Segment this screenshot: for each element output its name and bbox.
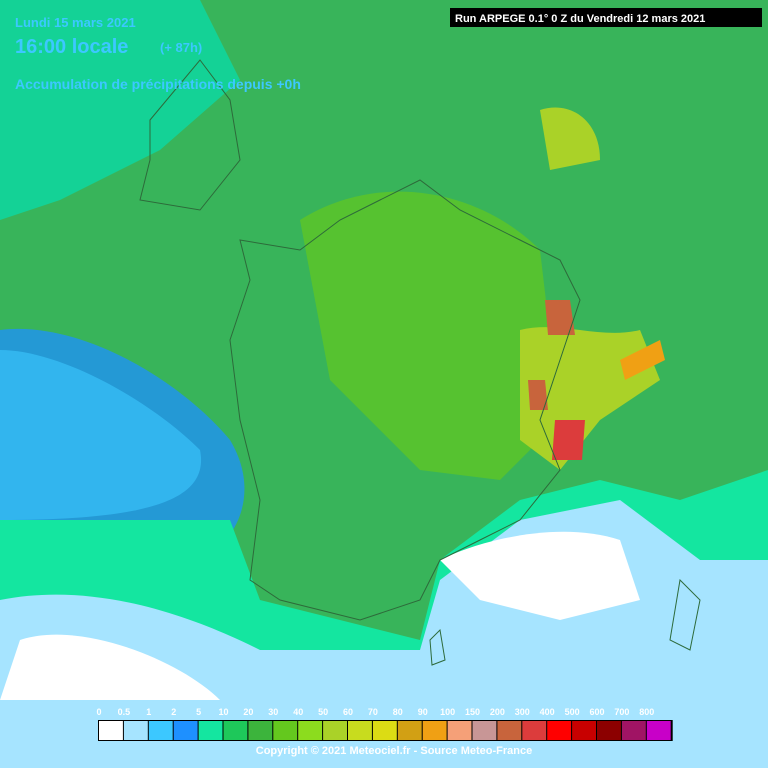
legend-swatch — [572, 721, 596, 740]
copyright: Copyright © 2021 Meteociel.fr - Source M… — [256, 745, 532, 757]
legend-label: 100 — [440, 707, 455, 717]
legend-label: 150 — [465, 707, 480, 717]
legend-swatch — [123, 721, 148, 740]
legend-swatch — [372, 721, 397, 740]
borders — [139, 59, 701, 666]
legend-label: 80 — [393, 707, 403, 717]
legend-label: 10 — [218, 707, 228, 717]
legend-label: 20 — [243, 707, 253, 717]
legend-label: 0 — [96, 707, 101, 717]
run-info: Run ARPEGE 0.1° 0 Z du Vendredi 12 mars … — [455, 13, 705, 25]
legend-label: 700 — [614, 707, 629, 717]
lead-time: (+ 87h) — [160, 40, 202, 55]
subtitle: Accumulation de précipitations depuis +0… — [15, 76, 301, 92]
legend-swatch — [472, 721, 497, 740]
time: 16:00 locale — [15, 36, 128, 58]
date: Lundi 15 mars 2021 — [15, 15, 136, 30]
legend-swatch — [148, 721, 173, 740]
legend-swatch — [522, 721, 547, 740]
legend-label: 70 — [368, 707, 378, 717]
legend-swatch — [497, 721, 522, 740]
legend-swatch — [422, 721, 447, 740]
legend: 0 0.5 1 2 5 10 20 30 40 50 60 70 80 90 100 150 200 300 400… — [96, 707, 673, 741]
legend-label: 400 — [540, 707, 555, 717]
legend-swatch — [348, 721, 372, 740]
legend-swatch — [597, 721, 621, 740]
legend-swatch — [621, 721, 646, 740]
legend-label: 600 — [589, 707, 604, 717]
legend-swatch — [99, 721, 123, 740]
run-box — [450, 8, 762, 27]
legend-label: 500 — [565, 707, 580, 717]
legend-label: 0.5 — [118, 707, 131, 717]
legend-label: 50 — [318, 707, 328, 717]
legend-label: 60 — [343, 707, 353, 717]
legend-label: 30 — [268, 707, 278, 717]
legend-label: 90 — [418, 707, 428, 717]
legend-swatch — [646, 721, 671, 740]
legend-swatch — [397, 721, 422, 740]
legend-label: 300 — [515, 707, 530, 717]
legend-swatch — [323, 721, 347, 740]
header: Lundi 15 mars 2021 16:00 locale (+ 87h) … — [15, 8, 762, 92]
legend-swatch — [173, 721, 198, 740]
legend-label: 200 — [490, 707, 505, 717]
legend-label: 2 — [171, 707, 176, 717]
legend-label: 5 — [196, 707, 201, 717]
legend-swatch — [198, 721, 223, 740]
legend-label: 40 — [293, 707, 303, 717]
legend-swatch — [223, 721, 248, 740]
legend-label: 800 — [639, 707, 654, 717]
legend-swatch — [547, 721, 572, 740]
legend-swatch — [248, 721, 273, 740]
legend-swatch — [273, 721, 298, 740]
legend-swatch — [298, 721, 323, 740]
legend-label: 1 — [146, 707, 151, 717]
legend-swatch — [447, 721, 472, 740]
